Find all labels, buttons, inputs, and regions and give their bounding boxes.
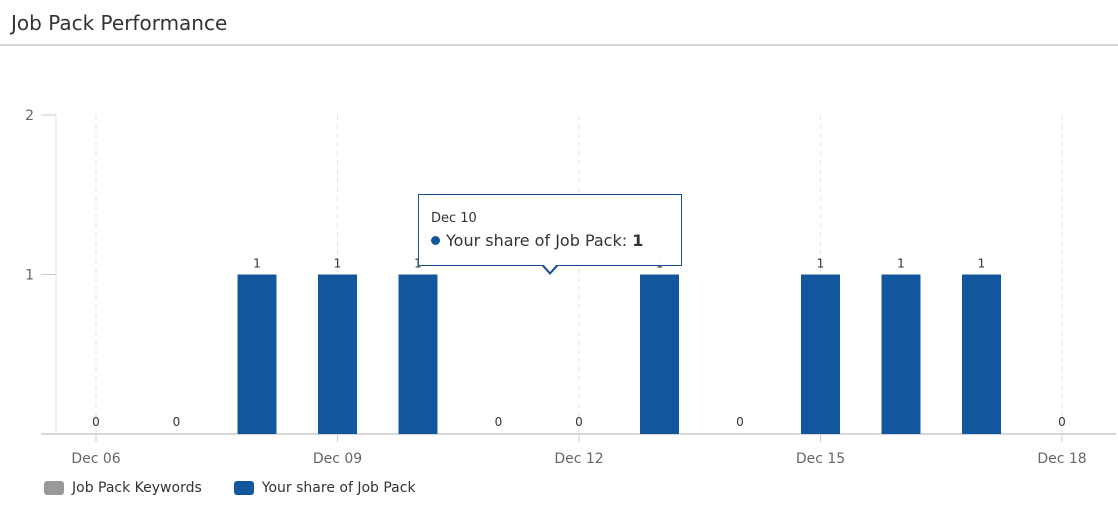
job-pack-performance-chart: 1 2 Dec 06 Dec 09 Dec 12 Dec 15 Dec 18 0 0 1 1 1 0 0… [25, 108, 1116, 467]
y-tick-label: 1 [25, 268, 34, 284]
bar-your-share [398, 274, 438, 434]
tooltip-line: Your share of Job Pack: 1 [431, 231, 643, 250]
tooltip-series-name: Your share of Job Pack [446, 231, 622, 250]
tooltip-series-dot [431, 236, 440, 245]
legend-item-your-share[interactable]: Your share of Job Pack [233, 480, 416, 496]
data-label: 0 [495, 415, 503, 429]
bar-your-share [881, 274, 921, 434]
x-tick-label: Dec 12 [554, 451, 603, 467]
chart-tooltip: Dec 10 Your share of Job Pack: 1 [418, 194, 682, 275]
data-label: 1 [897, 257, 905, 271]
tooltip-date: Dec 10 [431, 211, 477, 226]
legend-swatch-share [233, 481, 254, 495]
legend-label-keywords: Job Pack Keywords [72, 480, 202, 496]
bar-your-share [801, 274, 840, 434]
y-tick-label: 2 [25, 108, 34, 124]
data-label: 0 [173, 415, 181, 429]
data-label: 1 [253, 257, 261, 271]
bar-your-share [640, 274, 679, 434]
bar-your-share [962, 274, 1001, 434]
x-tick-label: Dec 15 [796, 451, 845, 467]
data-label: 0 [575, 415, 583, 429]
panel-header: Job Pack Performance [0, 0, 1118, 46]
x-tick-label: Dec 18 [1037, 451, 1086, 467]
tooltip-value: 1 [632, 231, 644, 250]
data-label: 1 [817, 257, 825, 271]
chart-legend: Job Pack Keywords Your share of Job Pack [44, 480, 416, 496]
data-label: 0 [92, 415, 100, 429]
bar-your-share [237, 274, 277, 434]
x-tick-label: Dec 09 [313, 451, 362, 467]
legend-swatch-keywords [44, 481, 64, 495]
bar-your-share [318, 274, 357, 434]
legend-item-job-pack-keywords[interactable]: Job Pack Keywords [44, 480, 202, 496]
legend-label-share: Your share of Job Pack [261, 480, 416, 496]
panel-title: Job Pack Performance [11, 11, 228, 35]
tooltip-pointer [541, 264, 559, 275]
x-tick-label: Dec 06 [71, 451, 120, 467]
data-label: 1 [334, 257, 342, 271]
data-label: 0 [736, 415, 744, 429]
data-label: 0 [1058, 415, 1066, 429]
data-label: 1 [978, 257, 986, 271]
